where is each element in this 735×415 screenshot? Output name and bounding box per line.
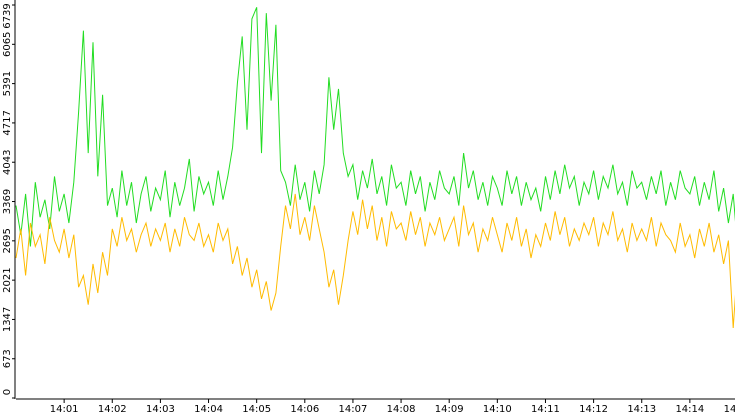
x-tick-label: 14:12 [579, 404, 608, 415]
y-tick-label: 1347 [2, 307, 13, 332]
y-tick-label: 5391 [2, 71, 13, 96]
x-tick-label: 14:11 [531, 404, 560, 415]
x-tick-label: 14:01 [50, 404, 79, 415]
y-tick-label: 3369 [2, 189, 13, 214]
y-tick-label: 2021 [2, 267, 13, 292]
series-line [15, 193, 735, 329]
y-tick-label: 6739 [2, 3, 13, 28]
y-tick-label: 673 [2, 349, 13, 368]
series-line [15, 7, 735, 247]
y-tick-label: 4043 [2, 149, 13, 174]
y-tick-label: 6065 [2, 32, 13, 57]
y-tick-label: 0 [2, 389, 13, 395]
x-tick-label: 14:08 [387, 404, 416, 415]
x-tick-label: 14:02 [98, 404, 127, 415]
y-tick-label: 2695 [2, 228, 13, 253]
x-tick-label: 14:09 [435, 404, 464, 415]
x-tick-label: 14:15 [724, 404, 735, 415]
x-tick-label: 14:10 [483, 404, 512, 415]
x-tick-label: 14:04 [194, 404, 223, 415]
x-tick-label: 14:03 [146, 404, 175, 415]
x-tick-label: 14:13 [627, 404, 656, 415]
x-tick-label: 14:07 [339, 404, 368, 415]
y-tick-label: 4717 [2, 110, 13, 135]
x-tick-label: 14:05 [242, 404, 271, 415]
x-tick-label: 14:14 [675, 404, 704, 415]
x-tick-label: 14:06 [290, 404, 319, 415]
